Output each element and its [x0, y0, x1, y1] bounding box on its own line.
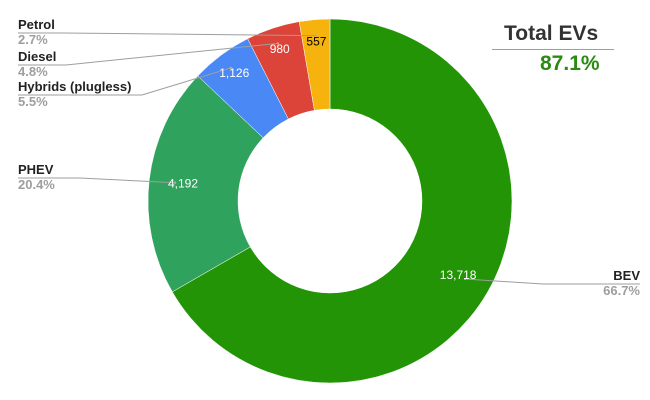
legend-name-hybrids-plugless: Hybrids (plugless)	[18, 79, 131, 94]
legend-percent-diesel: 4.8%	[18, 64, 48, 79]
slice-petrol	[298, 18, 331, 111]
kpi-divider	[492, 49, 614, 50]
slice-phev	[147, 75, 264, 293]
value-label-phev: 4,192	[168, 177, 198, 191]
leader-line-petrol	[18, 32, 316, 37]
leader-line-hybrids-plugless	[18, 67, 231, 96]
legend-percent-phev: 20.4%	[18, 177, 55, 192]
value-label-bev: 13,718	[440, 268, 477, 282]
legend-percent-hybrids-plugless: 5.5%	[18, 94, 48, 109]
legend-name-phev: PHEV	[18, 162, 54, 177]
legend-percent-petrol: 2.7%	[18, 32, 48, 47]
legend-name-bev: BEV	[613, 268, 640, 283]
legend-name-petrol: Petrol	[18, 17, 55, 32]
leader-lines	[18, 32, 640, 285]
value-label-diesel: 980	[270, 42, 290, 56]
legend-percent-bev: 66.7%	[603, 283, 640, 298]
slice-bev	[171, 18, 513, 384]
value-label-hybrids-plugless: 1,126	[219, 66, 249, 80]
donut-slices	[147, 18, 513, 384]
leader-line-diesel	[18, 42, 278, 66]
kpi-title: Total EVs	[504, 22, 599, 45]
leader-line-phev	[18, 177, 176, 184]
value-label-petrol: 557	[306, 35, 326, 49]
kpi-value: 87.1%	[540, 52, 600, 75]
legend-name-diesel: Diesel	[18, 49, 56, 64]
leader-line-bev	[465, 278, 640, 285]
